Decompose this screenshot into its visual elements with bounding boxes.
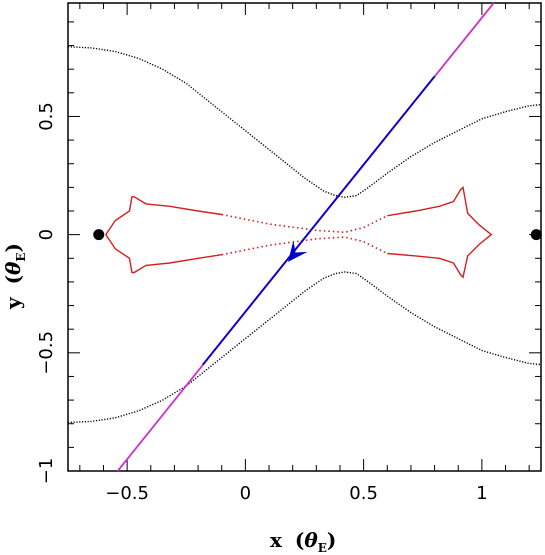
tick-marks	[68, 3, 541, 472]
caustic	[104, 185, 493, 279]
y-axis-label: y (θE)	[1, 243, 28, 310]
x-tick-label: 0	[240, 483, 251, 504]
trajectory-arrow	[287, 240, 308, 262]
y-tick-label: −1	[36, 458, 57, 485]
x-tick-label: 0.5	[349, 483, 378, 504]
lens-mass-point	[93, 229, 105, 241]
x-tick-label: 1	[476, 483, 487, 504]
critical-curve	[67, 46, 542, 424]
y-tick-label: −0.5	[36, 331, 57, 375]
x-tick-label: −0.5	[105, 483, 149, 504]
lens-mass-point	[530, 229, 542, 241]
y-tick-label: 0	[36, 229, 57, 240]
caustic-right	[387, 185, 493, 279]
source-trajectory	[116, 2, 495, 472]
critical-curve-upper	[67, 46, 542, 199]
critical-curve-lower	[67, 271, 542, 424]
trajectory-segment	[202, 75, 436, 366]
y-tick-label: 0.5	[36, 102, 57, 131]
tick-labels: −0.5 0 0.5 1 −1 −0.5 0 0.5	[36, 102, 488, 504]
caustic-dotted-top	[221, 213, 388, 234]
lens-masses	[93, 229, 542, 241]
x-axis-label: x (θE)	[270, 528, 336, 555]
caustic-left	[104, 196, 222, 274]
